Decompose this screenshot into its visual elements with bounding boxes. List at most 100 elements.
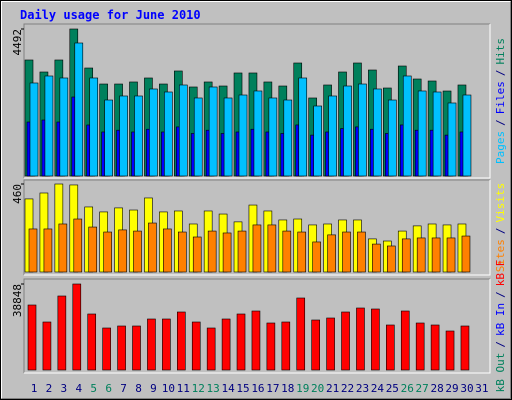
- x-tick-label: 15: [236, 382, 249, 395]
- bar: [193, 97, 203, 177]
- x-tick-label: 28: [430, 382, 443, 395]
- bar: [357, 231, 366, 273]
- bar: [400, 310, 410, 371]
- bar: [326, 317, 335, 371]
- x-tick-label: 9: [150, 382, 157, 395]
- bar: [238, 94, 248, 177]
- x-tick-label: 27: [416, 382, 429, 395]
- x-tick-label: 11: [177, 382, 190, 395]
- bar: [162, 318, 171, 371]
- bar: [191, 321, 201, 371]
- x-tick-label: 17: [266, 382, 279, 395]
- x-tick-label: 26: [401, 382, 414, 395]
- bar: [207, 230, 217, 273]
- bar: [252, 224, 262, 273]
- x-tick-label: 4: [75, 382, 82, 395]
- bar: [87, 313, 97, 371]
- panel-bevel: [23, 23, 490, 178]
- bar: [311, 319, 320, 371]
- bar: [312, 241, 321, 273]
- bar: [358, 83, 367, 177]
- bar: [313, 105, 322, 177]
- legend-separator: /: [494, 291, 507, 298]
- x-tick-label: 20: [311, 382, 324, 395]
- legend: Pages / Files / Hits: [494, 38, 507, 164]
- bar: [57, 295, 67, 371]
- x-tick-label: 29: [445, 382, 458, 395]
- bar: [29, 82, 39, 177]
- x-tick-label: 22: [341, 382, 354, 395]
- bar: [27, 304, 37, 371]
- bar: [432, 91, 442, 177]
- legend: kB Out / kB In / kB F: [494, 260, 507, 393]
- bar: [251, 310, 261, 371]
- bar: [177, 311, 186, 371]
- bar: [328, 95, 337, 177]
- legend-entry: Sites: [494, 239, 507, 272]
- x-tick-label: 31: [475, 382, 488, 395]
- bar: [447, 102, 457, 177]
- bar: [221, 318, 231, 371]
- bar: [371, 308, 380, 371]
- x-tick-label: 24: [371, 382, 385, 395]
- bar: [356, 307, 365, 371]
- bar: [253, 90, 263, 177]
- legend-entry: Files: [494, 81, 507, 114]
- bar: [102, 327, 111, 371]
- bar: [416, 237, 426, 273]
- legend-entry: Visits: [494, 183, 507, 223]
- bar: [268, 97, 278, 177]
- x-tick-label: 12: [192, 382, 205, 395]
- bar: [89, 77, 99, 177]
- bar: [341, 311, 350, 371]
- bar: [386, 324, 395, 371]
- bar: [59, 77, 69, 177]
- legend-entry: kB F: [494, 260, 507, 287]
- x-tick-label: 13: [207, 382, 220, 395]
- x-tick-label: 6: [105, 382, 112, 395]
- bar: [178, 231, 187, 273]
- legend-separator: /: [494, 341, 507, 348]
- bar: [132, 325, 141, 371]
- bar: [164, 91, 173, 177]
- bar: [461, 235, 471, 273]
- bar: [236, 313, 246, 371]
- x-tick-label: 16: [251, 382, 264, 395]
- panel-bevel: [24, 24, 491, 179]
- x-tick-label: 2: [46, 382, 53, 395]
- bar: [134, 95, 143, 177]
- bar: [343, 85, 352, 177]
- bar: [119, 95, 128, 177]
- bar: [415, 322, 425, 371]
- bar: [104, 99, 113, 177]
- bar: [296, 297, 306, 371]
- bar: [103, 231, 112, 273]
- panel-bevel: [23, 179, 490, 275]
- legend-entry: kB Out: [494, 353, 507, 393]
- x-tick-label: 8: [135, 382, 142, 395]
- bar: [179, 84, 188, 177]
- bar: [206, 327, 216, 371]
- bar: [430, 324, 440, 371]
- legend-entry: kB In: [494, 303, 507, 336]
- bar: [283, 99, 293, 177]
- bar: [282, 230, 292, 273]
- bar: [460, 325, 470, 371]
- legend-separator: /: [494, 228, 507, 235]
- bar: [237, 230, 247, 273]
- bar: [298, 77, 308, 177]
- bar: [88, 226, 98, 273]
- bar: [208, 86, 218, 177]
- bar: [192, 236, 202, 273]
- bar: [58, 223, 68, 273]
- x-tick-label: 19: [296, 382, 309, 395]
- x-tick-label: 3: [61, 382, 68, 395]
- bar: [148, 222, 157, 273]
- y-tick-label: 38848: [11, 284, 24, 317]
- bar: [372, 243, 381, 273]
- bar: [223, 97, 233, 177]
- chart-title: Daily usage for June 2010: [20, 8, 201, 22]
- bar: [73, 218, 83, 273]
- bar: [28, 228, 38, 273]
- bar: [117, 325, 126, 371]
